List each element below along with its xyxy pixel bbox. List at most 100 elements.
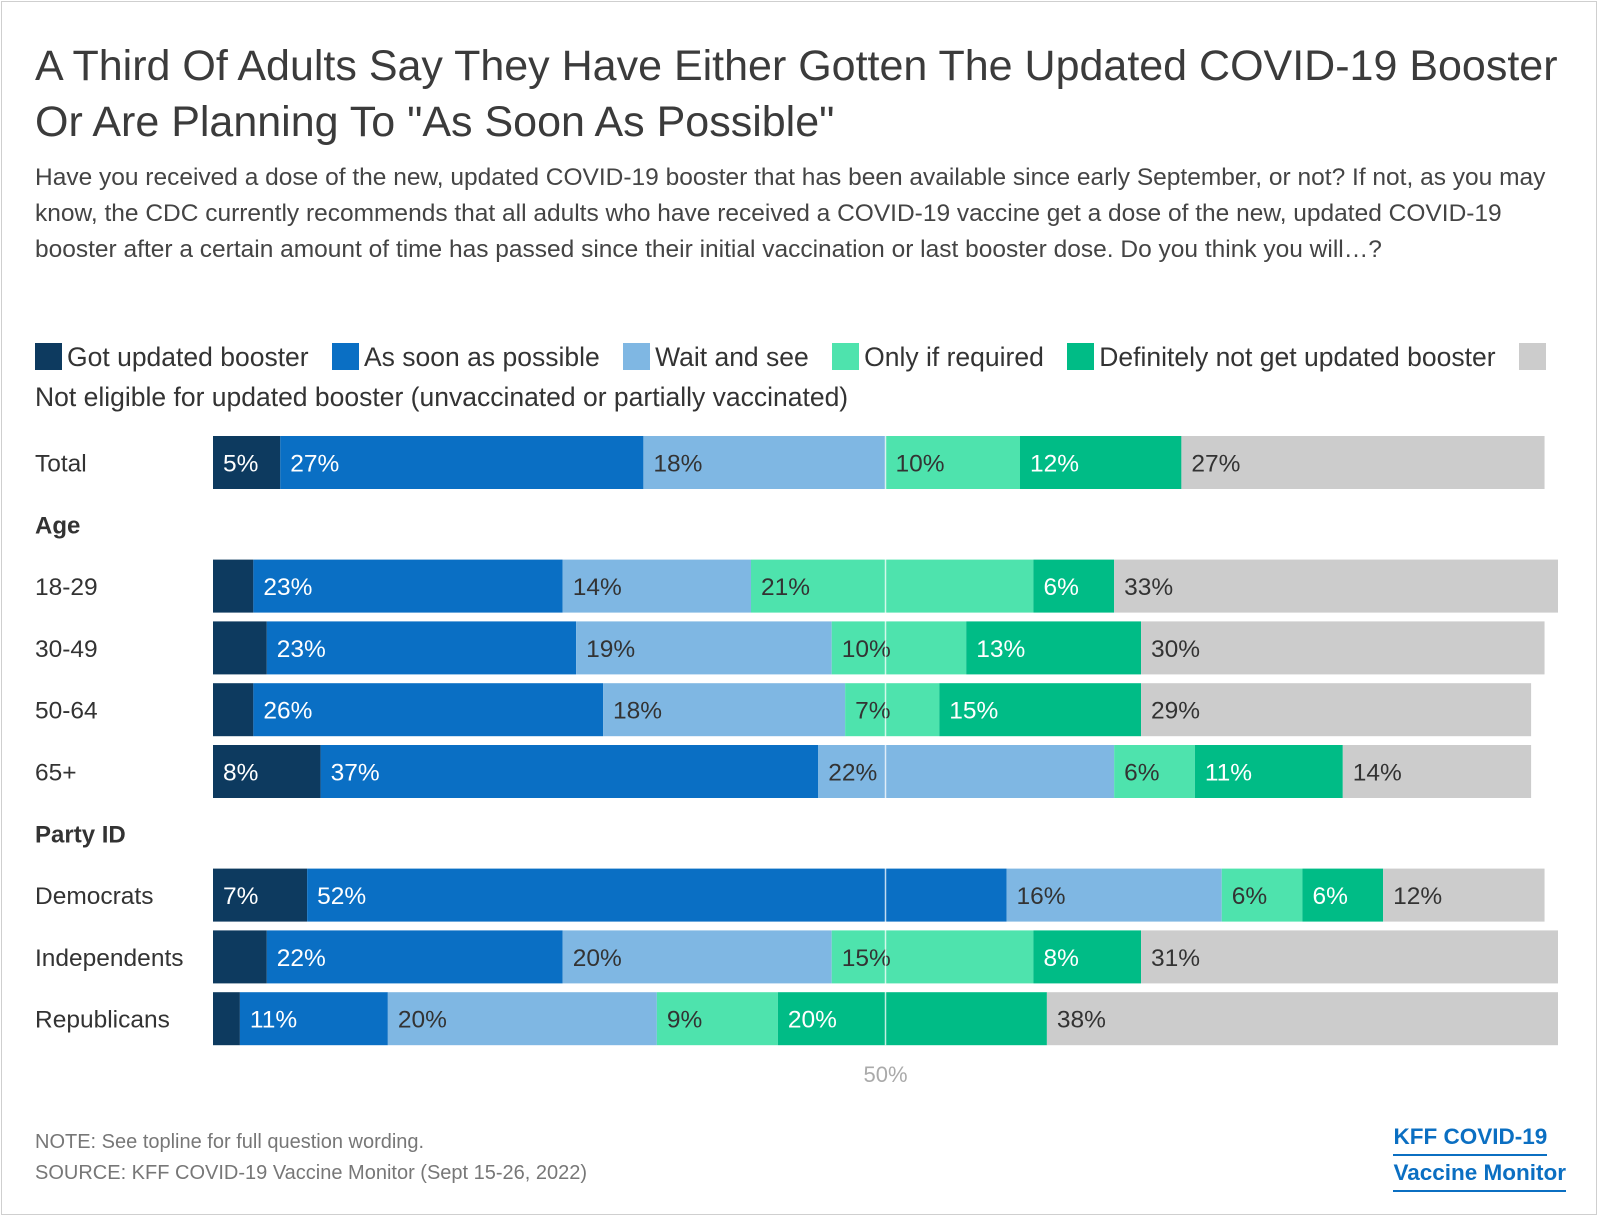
data-label: 16% xyxy=(1017,883,1066,910)
legend-item-not-eligible: Not eligible for updated booster (unvacc… xyxy=(35,342,1551,412)
row-label-30-49: 30-49 xyxy=(35,636,98,663)
data-label: 10% xyxy=(896,451,945,478)
bar-segment-65-6 xyxy=(1342,745,1532,798)
legend-swatch xyxy=(623,343,651,370)
data-label: 12% xyxy=(1393,883,1442,910)
bar-segment-30-49-4 xyxy=(831,621,967,675)
legend-label: Definitely not get updated booster xyxy=(1099,342,1496,372)
data-label: 23% xyxy=(277,636,326,663)
data-label: 37% xyxy=(331,760,380,787)
bar-segment-50-64-4 xyxy=(845,683,940,737)
legend-swatch xyxy=(832,343,860,370)
data-label: 8% xyxy=(1043,945,1078,972)
data-label: 13% xyxy=(976,636,1025,663)
bar-segment-democrats-6 xyxy=(1383,868,1545,922)
chart-title: A Third Of Adults Say They Have Either G… xyxy=(35,42,1558,146)
legend-swatch xyxy=(35,343,62,370)
legend-label: Got updated booster xyxy=(67,342,309,372)
legend-item-definitely-not: Definitely not get updated booster xyxy=(1067,342,1496,372)
bar-segment-30-49-5 xyxy=(966,621,1142,675)
legend-item-as-soon-as-possible: As soon as possible xyxy=(332,342,600,372)
note-text: NOTE: See topline for full question word… xyxy=(35,1131,425,1153)
bar-segment-independents-1 xyxy=(213,930,267,984)
legend-item-wait-and-see: Wait and see xyxy=(623,342,809,372)
data-label: 19% xyxy=(586,636,635,663)
bar-segment-65-5 xyxy=(1194,745,1343,798)
bar-segment-18-29-2 xyxy=(253,559,563,613)
data-label: 27% xyxy=(290,451,339,478)
data-label: 6% xyxy=(1124,760,1159,787)
data-label: 6% xyxy=(1043,574,1078,601)
bar-segment-total-1 xyxy=(213,436,281,489)
bar-segment-18-29-4 xyxy=(751,559,1034,613)
bar-segment-independents-2 xyxy=(266,930,563,984)
legend-label: Not eligible for updated booster (unvacc… xyxy=(35,382,849,412)
logo-line-1: KFF COVID-19 xyxy=(1393,1120,1548,1156)
bar-segment-50-64-6 xyxy=(1141,683,1532,737)
data-label: 15% xyxy=(842,945,891,972)
data-label: 29% xyxy=(1151,698,1200,725)
row-label-republicans: Republicans xyxy=(35,1007,170,1034)
legend: Got updated booster As soon as possible … xyxy=(35,337,1570,417)
data-label: 9% xyxy=(667,1007,702,1034)
bar-segment-65-1 xyxy=(213,745,321,798)
bar-segment-30-49-1 xyxy=(213,621,267,675)
data-label: 31% xyxy=(1151,945,1200,972)
bar-segment-total-2 xyxy=(280,436,644,489)
data-label: 20% xyxy=(398,1007,447,1034)
row-label-democrats: Democrats xyxy=(35,883,153,910)
source-text: SOURCE: KFF COVID-19 Vaccine Monitor (Se… xyxy=(35,1162,588,1184)
data-label: 5% xyxy=(223,451,258,478)
logo-line-2: Vaccine Monitor xyxy=(1393,1156,1566,1192)
bar-segment-18-29-1 xyxy=(213,559,254,613)
data-label: 12% xyxy=(1030,451,1079,478)
data-label: 38% xyxy=(1057,1007,1106,1034)
data-label: 22% xyxy=(828,760,877,787)
legend-label: As soon as possible xyxy=(364,342,600,372)
row-label-50-64: 50-64 xyxy=(35,698,98,725)
data-label: 33% xyxy=(1124,574,1173,601)
bar-segment-50-64-5 xyxy=(939,683,1142,737)
bar-segment-democrats-2 xyxy=(307,868,1007,922)
data-label: 7% xyxy=(855,698,890,725)
data-label: 11% xyxy=(1205,760,1252,787)
data-label: 20% xyxy=(788,1007,837,1034)
bar-segment-50-64-3 xyxy=(603,683,846,737)
x-tick-label: 50% xyxy=(863,1062,907,1087)
chart-subtitle: Have you received a dose of the new, upd… xyxy=(35,164,1546,263)
data-label: 6% xyxy=(1232,883,1267,910)
data-label: 10% xyxy=(842,636,891,663)
bar-segment-democrats-4 xyxy=(1221,868,1303,922)
bar-segment-total-4 xyxy=(885,436,1020,489)
legend-item-only-if-required: Only if required xyxy=(832,342,1044,372)
bar-segment-30-49-6 xyxy=(1141,621,1545,675)
footnotes: NOTE: See topline for full question word… xyxy=(35,1127,587,1189)
data-label: 18% xyxy=(653,451,702,478)
data-label: 7% xyxy=(223,883,258,910)
bar-segment-30-49-2 xyxy=(266,621,577,675)
data-label: 8% xyxy=(223,760,258,787)
data-label: 52% xyxy=(317,883,366,910)
data-label: 22% xyxy=(277,945,326,972)
data-label: 27% xyxy=(1191,451,1240,478)
stacked-bar-chart: Total 5% 27% 18% 10% 12% 27% Age 18-29 23% 14% 21% 6… xyxy=(35,436,1558,1087)
group-header-age: Age xyxy=(35,512,80,539)
kff-logo: KFF COVID-19 Vaccine Monitor xyxy=(1393,1120,1566,1192)
bar-segment-total-3 xyxy=(643,436,886,489)
bar-segment-18-29-3 xyxy=(562,559,751,613)
bar-segment-democrats-3 xyxy=(1006,868,1222,922)
bar-segment-30-49-3 xyxy=(576,621,832,675)
row-label-18-29: 18-29 xyxy=(35,574,98,601)
data-label: 6% xyxy=(1312,883,1347,910)
bar-segment-65-2 xyxy=(320,745,819,798)
bar-segment-50-64-1 xyxy=(213,683,254,737)
data-label: 20% xyxy=(573,945,622,972)
bar-segment-independents-4 xyxy=(831,930,1034,984)
row-label-independents: Independents xyxy=(35,945,184,972)
data-label: 11% xyxy=(250,1007,297,1034)
bar-segment-18-29-6 xyxy=(1114,559,1558,613)
data-label: 14% xyxy=(573,574,622,601)
data-label: 30% xyxy=(1151,636,1200,663)
bar-segment-republicans-1 xyxy=(213,992,240,1046)
